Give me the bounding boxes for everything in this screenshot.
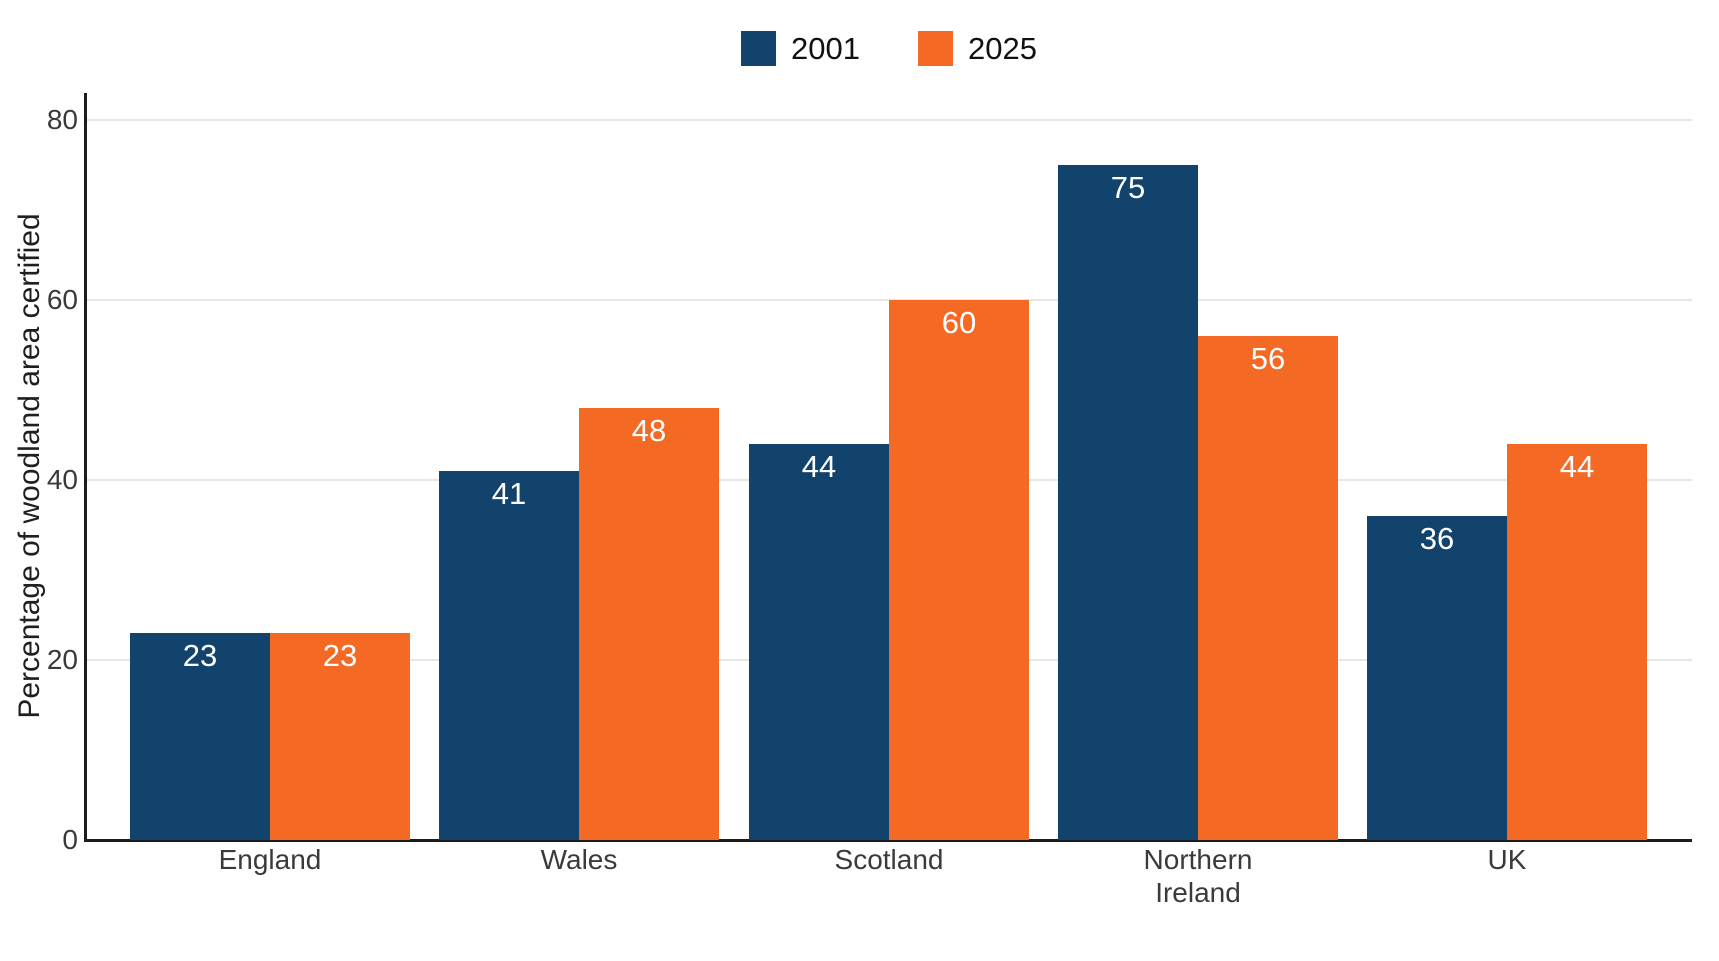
bar-2001-uk: 36 [1367,516,1507,840]
bar-2025-wales: 48 [579,408,719,840]
y-tick-label-80: 80 [46,104,78,135]
gridline-80 [86,119,1692,121]
bar-2025-northern-ireland: 56 [1198,336,1338,840]
legend-item-2025: 2025 [918,31,1037,66]
bar-2001-scotland: 44 [749,444,889,840]
y-tick-label-20: 20 [46,644,78,675]
bar-2025-uk: 44 [1507,444,1647,840]
bar-2001-england: 23 [130,633,270,840]
bar-2025-england: 23 [270,633,410,840]
y-tick-label-60: 60 [46,284,78,315]
bar-value-label-2001-uk: 36 [1419,521,1455,556]
bar-value-label-2025-northern-ireland: 56 [1250,341,1286,376]
bar-value-label-2025-scotland: 60 [941,305,977,340]
x-tick-label-uk: UK [1487,844,1527,875]
bar-2025-scotland: 60 [889,300,1029,840]
x-tick-label-wales: Wales [540,844,618,875]
bar-value-label-2025-england: 23 [322,638,358,673]
bar-value-label-2025-uk: 44 [1559,449,1595,484]
bar-value-label-2001-england: 23 [182,638,218,673]
legend-swatch-2001 [741,31,777,66]
bar-value-label-2001-scotland: 44 [801,449,837,484]
legend-swatch-2025 [918,31,953,66]
legend-label-2025: 2025 [968,31,1037,66]
y-tick-label-40: 40 [46,464,78,495]
bar-value-label-2025-wales: 48 [631,413,667,448]
bar-2001-wales: 41 [439,471,579,840]
x-axis-line [84,839,1692,842]
bar-value-label-2001-northern-ireland: 75 [1110,170,1146,205]
legend-label-2001: 2001 [791,31,860,66]
x-tick-label-scotland: Scotland [834,844,944,875]
bar-value-label-2001-wales: 41 [491,476,527,511]
legend-item-2001: 2001 [741,31,860,66]
legend: 2001 2025 [741,31,1037,66]
bar-2001-northern-ireland: 75 [1058,165,1198,840]
x-tick-label-england: England [218,844,322,875]
y-tick-label-0: 0 [62,824,78,855]
x-tick-label-northern-ireland: Northern Ireland [1143,844,1253,908]
y-axis-line [84,93,87,842]
